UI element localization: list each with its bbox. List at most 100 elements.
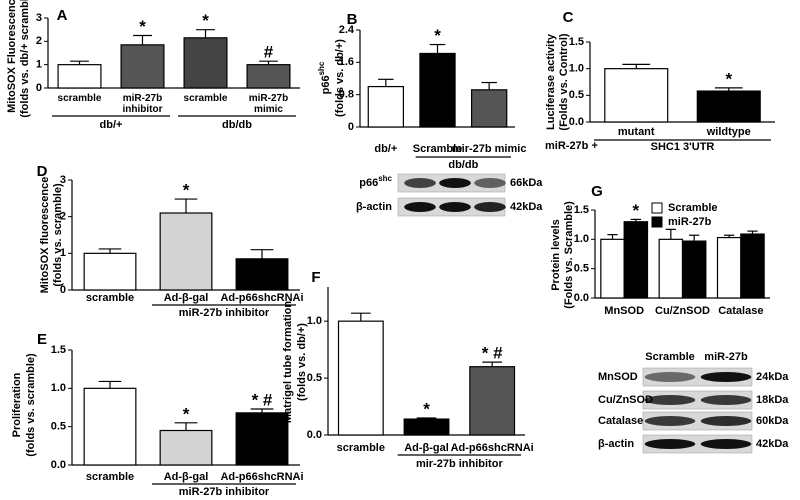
y-tick-label: 0.5 [574, 263, 589, 275]
x-tick-label: Catalase [718, 305, 763, 317]
x-tick-label: Scramble [413, 143, 463, 155]
x-tick-label-box: miR-27b inhibitor [123, 93, 163, 115]
group-prefix: miR-27b + [545, 140, 598, 152]
group-label: SHC1 3'UTR [651, 141, 715, 153]
significance-mark: * [423, 399, 430, 418]
bar [235, 258, 289, 291]
bar [740, 233, 765, 299]
y-tick-label: 1.5 [574, 204, 589, 216]
significance-mark: * [139, 17, 146, 36]
bar [120, 44, 165, 89]
blot-row-label: p66shc [359, 174, 392, 189]
legend-swatch [651, 202, 663, 214]
x-tick-label: scramble [86, 292, 134, 304]
y-tick-label: 1.5 [569, 36, 584, 48]
bar [83, 252, 137, 291]
panel-letter: F [311, 269, 320, 286]
significance-mark: * [183, 181, 190, 200]
panel-letter: B [347, 11, 358, 28]
y-axis-label: (folds vs. db/+ scramble) [19, 0, 31, 118]
bar [469, 366, 516, 436]
y-tick-label: 1.0 [307, 315, 322, 327]
significance-mark: * # [482, 344, 503, 363]
y-tick-label: 0 [60, 284, 66, 296]
y-tick-label: 0.5 [307, 372, 322, 384]
blot-row-label-sup: shc [378, 174, 392, 183]
x-tick-label: Ad-β-gal [164, 471, 209, 483]
blot-band [404, 178, 436, 188]
y-axis-label: MitoSOX fluorescence [39, 177, 51, 294]
significance-mark: * [183, 404, 190, 423]
x-tick-label: miR-27b mimic [248, 93, 289, 115]
blot-band [644, 416, 696, 426]
x-tick-label-box: scramble [58, 93, 102, 104]
bar [600, 238, 625, 299]
y-axis-label: (folds vs. db/+) [334, 39, 346, 117]
panel-letter: C [563, 9, 574, 26]
blot-row-label-main: β-actin [356, 201, 392, 213]
x-tick-label: scramble [183, 93, 228, 104]
significance-mark: * [434, 26, 441, 45]
y-tick-label: 0.0 [51, 459, 66, 471]
blot-band [644, 372, 696, 382]
y-axis-label: MitoSOX Fluorescence [6, 0, 18, 113]
group-label: db/db [448, 159, 478, 171]
bar [159, 212, 213, 291]
blot-size: 18kDa [756, 394, 789, 406]
blot-row-label: Catalase [598, 415, 643, 427]
y-axis-label: Protein levels [550, 219, 562, 291]
y-tick-label: 3 [36, 12, 42, 24]
significance-mark: # [264, 43, 274, 62]
y-tick-label: 1.6 [339, 56, 354, 68]
blot-lane-label: Scramble [645, 351, 695, 363]
y-tick-label: 0.5 [51, 421, 66, 433]
x-tick-label: Ad-p66shcRNAi [451, 442, 534, 454]
y-axis-label: Luciferase activity [545, 33, 557, 130]
legend-label: Scramble [668, 202, 718, 214]
blot-size: 66kDa [510, 177, 543, 189]
y-tick-label: 2 [36, 35, 42, 47]
bar [246, 64, 291, 89]
y-tick-label: 0.0 [574, 292, 589, 304]
blot-row-label-main: MnSOD [598, 371, 638, 383]
y-tick-label: 0.5 [569, 89, 584, 101]
bar [83, 387, 137, 466]
group-label: miR-27b inhibitor [179, 307, 270, 319]
blot-row-label: MnSOD [598, 371, 638, 383]
x-tick-label: Ad-β-gal [404, 442, 449, 454]
significance-mark: * [725, 69, 732, 88]
group-label: db/db [222, 119, 252, 131]
y-axis-label-main: p66 [320, 75, 332, 94]
y-axis-label: Matrigel tube formation [282, 301, 294, 424]
y-tick-label: 0 [348, 121, 354, 133]
y-axis-label: p66shc [317, 61, 332, 94]
bar [696, 90, 761, 123]
blot-size: 42kDa [756, 438, 789, 450]
y-tick-label: 1.0 [569, 63, 584, 75]
blot-band [700, 416, 752, 426]
y-tick-label: 1.5 [51, 344, 66, 356]
x-tick-label: Ad-β-gal [164, 292, 209, 304]
bar [604, 68, 669, 123]
blot-row-label-main: Catalase [598, 415, 643, 427]
legend-label: miR-27b [668, 216, 712, 228]
x-tick-label-box: miR-27b mimic [248, 93, 289, 115]
x-tick-label: scramble [337, 442, 385, 454]
x-tick-label: mutant [618, 126, 655, 138]
x-tick-label: db/+ [374, 143, 397, 155]
x-tick-label: Cu/ZnSOD [655, 305, 710, 317]
bar [57, 64, 102, 89]
significance-mark: * # [252, 391, 273, 410]
y-axis-label: (folds vs. scramble) [25, 353, 37, 457]
panel-letter: G [591, 183, 603, 200]
y-axis-label: (folds vs. db/+) [296, 323, 308, 401]
blot-band [644, 439, 696, 449]
blot-band [700, 395, 752, 405]
panel-letter: D [37, 163, 48, 180]
x-tick-label: mir-27b mimic [452, 143, 527, 155]
group-label: miR-27b inhibitor [179, 486, 270, 498]
y-axis-label: (Folds vs. Control) [558, 33, 570, 131]
bar [658, 238, 684, 299]
bar [367, 85, 404, 128]
blot-band [700, 439, 752, 449]
